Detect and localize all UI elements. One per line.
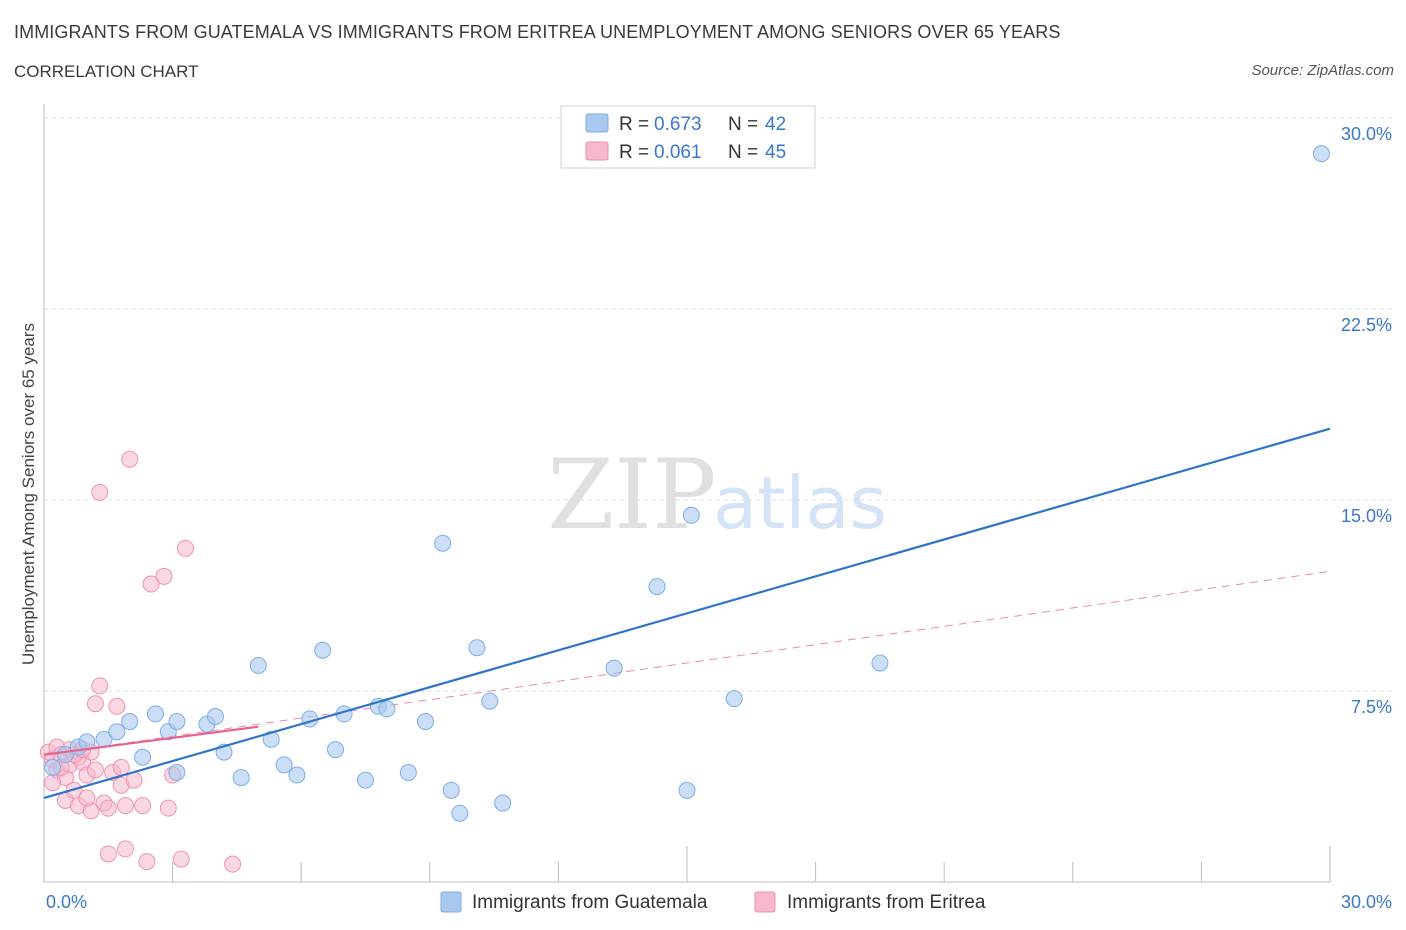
point-guatemala bbox=[871, 654, 889, 672]
point-eritrea bbox=[91, 677, 109, 695]
legend-label-guatemala[interactable]: Immigrants from Guatemala bbox=[472, 892, 708, 913]
series-legend: Immigrants from Guatemala Immigrants fro… bbox=[440, 891, 986, 913]
point-eritrea bbox=[78, 789, 96, 807]
point-guatemala bbox=[682, 506, 700, 524]
point-guatemala bbox=[232, 769, 250, 787]
watermark-zip: ZIP bbox=[547, 439, 716, 551]
point-guatemala bbox=[399, 763, 417, 781]
stats-r-label-guatemala: R = bbox=[619, 114, 649, 135]
point-eritrea bbox=[116, 840, 134, 858]
point-guatemala bbox=[417, 713, 435, 731]
trend-lines bbox=[43, 570, 1331, 756]
y-axis-title: Unemployment Among Seniors over 65 years bbox=[19, 323, 38, 665]
point-eritrea bbox=[99, 799, 117, 817]
trend-line-guatemala bbox=[43, 427, 1331, 800]
y-tick-label: 7.5% bbox=[1351, 697, 1392, 717]
point-guatemala bbox=[442, 781, 460, 799]
point-guatemala bbox=[481, 692, 499, 710]
point-guatemala bbox=[378, 700, 396, 718]
data-points bbox=[39, 145, 1331, 873]
point-guatemala bbox=[314, 641, 332, 659]
y-tick-labels: 7.5% 15.0% 22.5% 30.0% bbox=[1341, 124, 1392, 717]
point-guatemala bbox=[146, 705, 164, 723]
point-guatemala bbox=[249, 657, 267, 675]
point-guatemala bbox=[494, 794, 512, 812]
stats-n-label-guatemala: N = bbox=[728, 114, 758, 135]
point-guatemala bbox=[468, 639, 486, 657]
stats-n-value-guatemala: 42 bbox=[765, 114, 786, 135]
point-guatemala bbox=[1312, 145, 1330, 163]
point-guatemala bbox=[108, 723, 126, 741]
stats-r-label-eritrea: R = bbox=[619, 142, 649, 163]
y-tick-label: 15.0% bbox=[1341, 506, 1392, 526]
point-eritrea bbox=[155, 567, 173, 585]
chart-subtitle: CORRELATION CHART bbox=[14, 62, 199, 81]
point-eritrea bbox=[138, 853, 156, 871]
point-guatemala bbox=[121, 713, 139, 731]
point-eritrea bbox=[86, 695, 104, 713]
watermark-atlas: atlas bbox=[713, 461, 887, 545]
stats-swatch-eritrea bbox=[585, 141, 609, 161]
point-eritrea bbox=[142, 575, 160, 593]
stats-legend: R = 0.673 N = 42 R = 0.061 N = 45 bbox=[560, 105, 816, 169]
point-guatemala bbox=[44, 758, 62, 776]
point-guatemala bbox=[678, 781, 696, 799]
point-guatemala bbox=[605, 659, 623, 677]
point-eritrea bbox=[108, 697, 126, 715]
point-guatemala bbox=[288, 766, 306, 784]
legend-swatch-eritrea[interactable] bbox=[754, 891, 776, 913]
x-tick-label: 30.0% bbox=[1341, 892, 1392, 912]
point-eritrea bbox=[99, 845, 117, 863]
point-guatemala bbox=[275, 756, 293, 774]
point-guatemala bbox=[648, 578, 666, 596]
point-eritrea bbox=[224, 855, 242, 873]
stats-n-label-eritrea: N = bbox=[728, 142, 758, 163]
point-guatemala bbox=[206, 707, 224, 725]
stats-r-value-eritrea: 0.061 bbox=[654, 142, 702, 163]
x-tick-labels: 0.0% 30.0% bbox=[46, 892, 1392, 912]
point-eritrea bbox=[134, 797, 152, 815]
trend-line-eritrea-dashed bbox=[43, 570, 1331, 756]
point-eritrea bbox=[91, 483, 109, 501]
point-eritrea bbox=[112, 758, 130, 776]
point-guatemala bbox=[326, 741, 344, 759]
x-tick-label: 0.0% bbox=[46, 892, 87, 912]
legend-swatch-guatemala[interactable] bbox=[440, 891, 462, 913]
point-guatemala bbox=[134, 748, 152, 766]
point-guatemala bbox=[168, 763, 186, 781]
chart-title: IMMIGRANTS FROM GUATEMALA VS IMMIGRANTS … bbox=[14, 22, 1061, 42]
point-eritrea bbox=[86, 761, 104, 779]
point-eritrea bbox=[172, 850, 190, 868]
point-guatemala bbox=[168, 713, 186, 731]
point-guatemala bbox=[357, 771, 374, 789]
point-guatemala bbox=[434, 534, 452, 552]
point-eritrea bbox=[176, 539, 194, 557]
point-guatemala bbox=[262, 730, 280, 748]
y-tick-label: 22.5% bbox=[1341, 315, 1392, 335]
source-label: Source: ZipAtlas.com bbox=[1251, 62, 1394, 79]
point-guatemala bbox=[451, 804, 469, 822]
watermark: ZIP atlas bbox=[547, 439, 887, 551]
legend-label-eritrea[interactable]: Immigrants from Eritrea bbox=[787, 892, 986, 913]
point-eritrea bbox=[121, 450, 139, 468]
point-eritrea bbox=[44, 774, 62, 792]
stats-swatch-guatemala bbox=[585, 113, 609, 133]
trend-line-eritrea bbox=[43, 725, 259, 756]
y-tick-label: 30.0% bbox=[1341, 124, 1392, 144]
point-eritrea bbox=[116, 797, 134, 815]
point-guatemala bbox=[725, 690, 743, 708]
stats-n-value-eritrea: 45 bbox=[765, 142, 786, 163]
stats-r-value-guatemala: 0.673 bbox=[654, 114, 702, 135]
point-eritrea bbox=[159, 799, 177, 817]
